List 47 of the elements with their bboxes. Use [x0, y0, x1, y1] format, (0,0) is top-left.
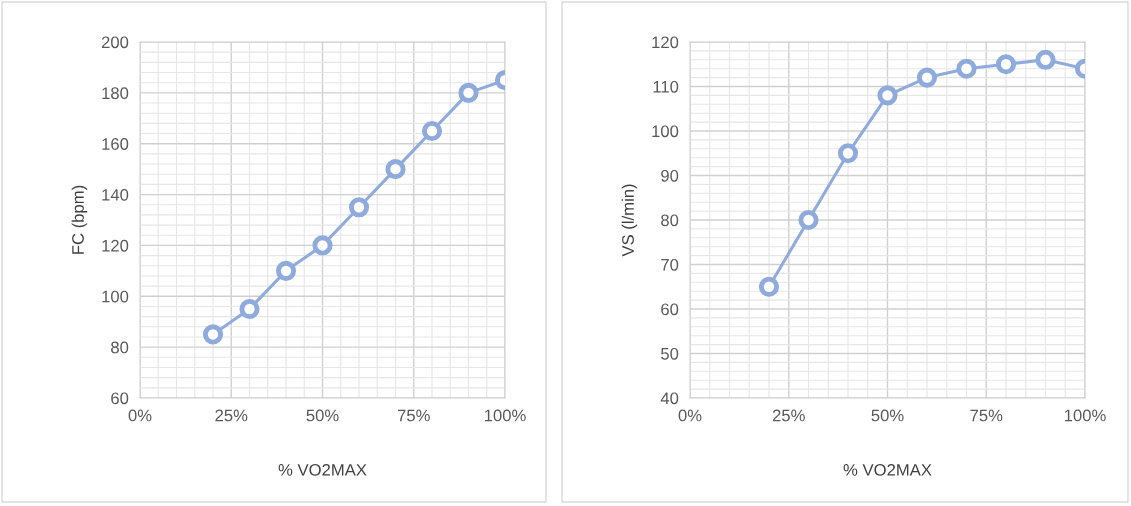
y-tick-label: 100: [102, 290, 129, 303]
point: [385, 159, 406, 180]
x-tick-label: 25%: [772, 409, 805, 422]
y-tick-label: 60: [661, 303, 679, 316]
y-tick-label: 70: [661, 258, 679, 271]
point: [758, 276, 780, 297]
point: [275, 260, 297, 281]
y-tick-label: 120: [102, 239, 129, 252]
point: [421, 120, 443, 142]
y-tick-label: 120: [652, 36, 679, 49]
point: [916, 67, 938, 88]
y-tick-label: 160: [102, 138, 129, 150]
point: [239, 298, 260, 320]
x-tick-label: 0%: [128, 409, 152, 422]
point: [956, 58, 977, 79]
x-tick-label: 75%: [397, 409, 430, 422]
x-tick-label: 25%: [215, 409, 248, 422]
y-tick-label: 90: [661, 169, 679, 182]
y-tick-label: 180: [102, 87, 129, 100]
y-tick-label: 100: [652, 125, 679, 138]
y-tick-label: 200: [101, 36, 129, 49]
y-tick-label: 110: [653, 80, 679, 93]
point: [877, 85, 898, 106]
x-tick-label: 100%: [1064, 409, 1106, 422]
y-tick-label: 60: [111, 392, 129, 405]
x-axis-title: % VO2MAX: [843, 463, 932, 476]
point: [837, 143, 859, 164]
point: [1035, 49, 1056, 70]
y-tick-label: 140: [102, 188, 129, 201]
x-tick-label: 50%: [306, 409, 339, 422]
y-tick-label: 50: [661, 347, 679, 360]
x-axis-title: % VO2MAX: [278, 463, 367, 476]
point: [312, 235, 333, 256]
y-axis-title: VS (l/min): [621, 184, 638, 257]
x-tick-label: 50%: [871, 409, 904, 422]
y-axis-title: FC (bpm): [71, 185, 88, 254]
point: [458, 82, 479, 103]
x-tick-label: 75%: [970, 409, 1003, 422]
y-tick-label: 80: [111, 341, 129, 354]
point: [348, 197, 370, 218]
y-tick-label: 40: [660, 392, 679, 405]
x-tick-label: 0%: [678, 409, 702, 422]
x-tick-label: 100%: [484, 409, 526, 422]
point: [202, 324, 224, 345]
y-tick-label: 80: [661, 214, 679, 227]
point: [995, 54, 1017, 75]
point: [798, 209, 819, 231]
